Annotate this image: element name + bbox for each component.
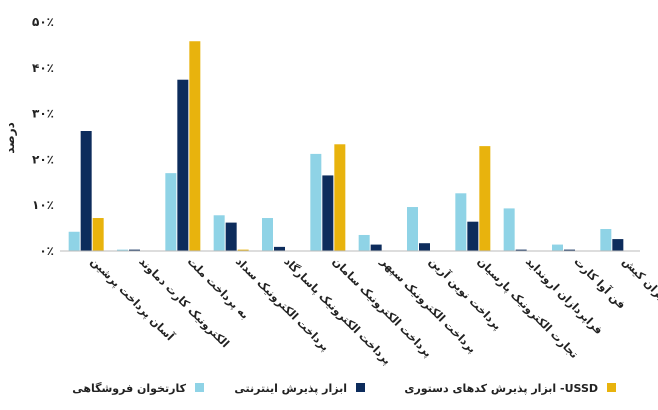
bar [503,208,515,251]
bar [564,249,575,251]
bar [407,207,418,251]
category-label: پرداخت الکترونیک سداد [233,255,332,354]
legend-label: کارتخوان فروشگاهی [72,382,186,395]
bar [80,131,92,251]
category-label: تجارت الکترونیک پارسیان [475,255,581,361]
bar [515,249,527,251]
bar [177,79,189,251]
bar [322,175,334,251]
category-label: پرداخت الکترونیک سپهر [377,254,478,355]
bar [92,218,104,251]
legend-swatch [356,383,365,392]
bar [467,221,479,251]
bar [612,239,624,251]
bar [68,231,80,251]
y-tick-label: ۲۰٪ [32,152,54,166]
bar-group [68,41,624,252]
y-tick-label: ۱۰٪ [32,198,54,212]
bar [274,246,285,251]
legend-item: ابزار پذیرش اینترنتی [234,382,365,395]
bar [225,222,237,251]
bar [370,244,382,251]
y-tick-label: ۴۰٪ [32,61,54,75]
category-label: کارت اعتباری ایران کیش [620,255,658,360]
category-label: پرداخت الکترونیک سامان [330,255,435,360]
bar [237,249,249,251]
legend-item: ابزار پذیرش کدهای دستوری -USSD [404,382,616,395]
legend: کارتخوان فروشگاهی ابزار پذیرش اینترنتی ابز… [72,382,616,395]
bar [213,215,225,251]
legend-label: ابزار پذیرش کدهای دستوری -USSD [404,382,598,395]
bar [165,173,177,251]
y-tick-label: ۵۰٪ [32,15,54,29]
bar [262,218,273,251]
bar [129,249,140,251]
bar [455,193,467,251]
y-tick-labels: ۰٪ ۱۰٪ ۲۰٪ ۳۰٪ ۴۰٪ ۵۰٪ [32,15,54,258]
bar [419,243,430,251]
legend-item: کارتخوان فروشگاهی [72,382,204,395]
y-tick-label: ۳۰٪ [32,107,54,121]
legend-label: ابزار پذیرش اینترنتی [234,382,347,395]
y-tick-label: ۰٪ [39,244,54,258]
bar [189,41,201,252]
legend-swatch [195,383,204,392]
bar [600,229,612,251]
bar [310,153,322,251]
bar [552,244,563,251]
category-label: آسان پرداخت پرشین [88,254,177,343]
bar [479,146,491,251]
y-axis-label: درصد [3,122,17,154]
bar [117,249,128,251]
category-label: الکترونیک کارت دماوند [136,255,231,350]
bar [334,144,346,251]
bar [358,234,370,251]
legend-swatch [607,383,616,392]
